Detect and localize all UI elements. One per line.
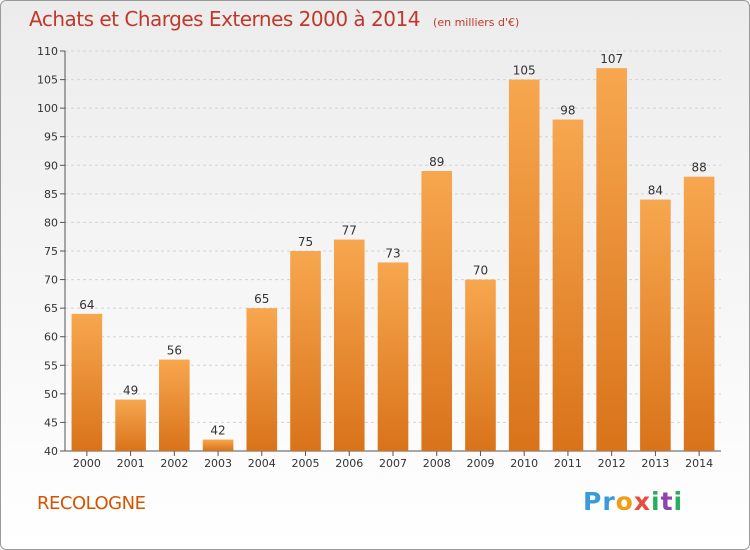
bar (640, 199, 671, 451)
y-tick-label: 100 (37, 102, 58, 115)
y-tick-label: 90 (44, 159, 58, 172)
bar (202, 439, 234, 451)
data-label: 42 (210, 424, 225, 438)
bar (246, 308, 278, 451)
y-tick-label: 60 (44, 331, 58, 344)
x-tick-label: 2000 (73, 457, 101, 470)
data-label: 88 (691, 161, 706, 175)
logo-letter: r (602, 487, 616, 516)
logo-letter: P (583, 487, 603, 516)
y-tick-label: 75 (44, 245, 58, 258)
x-tick-label: 2011 (554, 457, 582, 470)
data-label: 70 (473, 264, 488, 278)
data-label: 73 (385, 246, 400, 260)
chart-unit: (en milliers d'€) (433, 16, 520, 29)
data-label: 107 (600, 52, 623, 66)
data-label: 105 (513, 64, 536, 78)
data-label: 56 (167, 344, 182, 358)
y-tick-label: 85 (44, 188, 58, 201)
logo-letter: i (673, 487, 684, 516)
data-label: 84 (648, 184, 663, 198)
bar (552, 119, 584, 452)
x-tick-label: 2012 (598, 457, 626, 470)
logo-letter: o (615, 487, 634, 516)
logo-letter: t (660, 487, 674, 516)
y-tick-label: 50 (44, 388, 58, 401)
bar (159, 359, 190, 451)
x-tick-label: 2004 (248, 457, 276, 470)
y-tick-label: 80 (44, 216, 58, 229)
proxiti-logo: Proxiti (583, 487, 683, 516)
x-tick-label: 2001 (117, 457, 145, 470)
x-tick-label: 2005 (292, 457, 320, 470)
y-tick-label: 55 (44, 359, 58, 372)
x-tick-label: 2014 (685, 457, 713, 470)
data-label: 98 (560, 104, 575, 118)
logo-letter: i (651, 487, 661, 516)
bar (377, 262, 409, 451)
bar (421, 171, 453, 451)
x-tick-label: 2002 (160, 457, 188, 470)
logo-letter: x (633, 487, 651, 516)
x-tick-label: 2013 (641, 457, 669, 470)
x-tick-label: 2008 (423, 457, 451, 470)
x-tick-label: 2006 (335, 457, 363, 470)
x-tick-label: 2010 (510, 457, 538, 470)
y-tick-label: 105 (37, 74, 58, 87)
y-tick-label: 95 (44, 131, 58, 144)
x-tick-label: 2009 (466, 457, 494, 470)
bar (465, 279, 496, 451)
title-area: Achats et Charges Externes 2000 à 2014 (… (29, 7, 519, 31)
bar (333, 239, 365, 451)
data-label: 77 (342, 224, 357, 238)
y-tick-label: 110 (37, 45, 58, 58)
y-tick-label: 45 (44, 416, 58, 429)
data-label: 75 (298, 235, 313, 249)
y-tick-label: 70 (44, 274, 58, 287)
x-tick-label: 2007 (379, 457, 407, 470)
bar (508, 79, 540, 452)
bar (683, 176, 715, 451)
data-label: 65 (254, 292, 269, 306)
chart-title: Achats et Charges Externes 2000 à 2014 (29, 7, 420, 31)
data-label: 64 (79, 298, 94, 312)
bar (290, 251, 321, 451)
bar (115, 399, 146, 451)
bar (596, 68, 627, 452)
y-tick-label: 65 (44, 302, 58, 315)
x-tick-label: 2003 (204, 457, 232, 470)
commune-name: RECOLOGNE (37, 493, 146, 514)
y-tick-label: 40 (44, 445, 58, 458)
data-label: 89 (429, 155, 444, 169)
data-label: 49 (123, 384, 138, 398)
bar (71, 313, 103, 451)
